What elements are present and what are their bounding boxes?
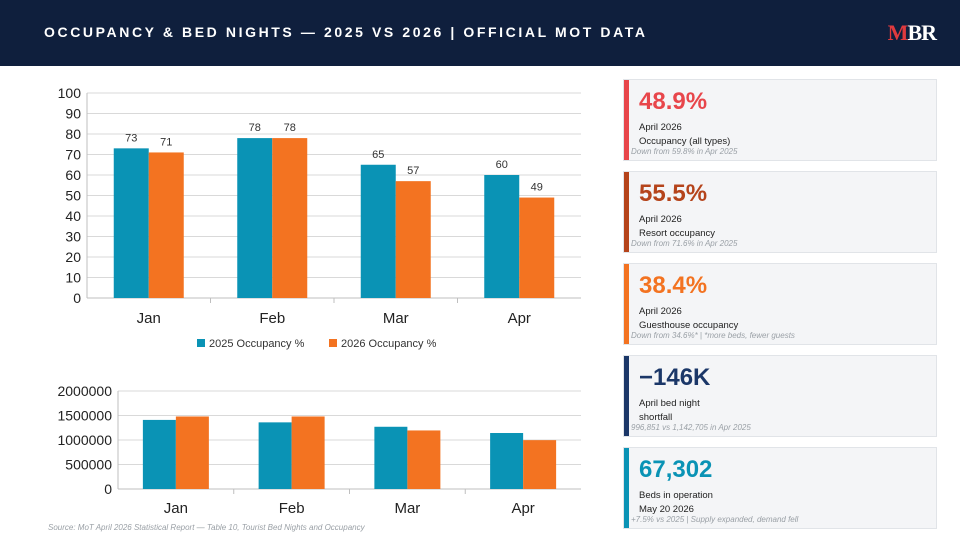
brand-logo: MBR [887,20,937,45]
y-tick-label: 50 [65,188,81,204]
bar [484,175,520,298]
kpi-value: 55.5% [639,180,708,207]
bar [237,138,273,298]
bar [142,419,176,489]
y-tick-label: 0 [73,290,81,306]
x-tick-label: Feb [279,500,305,517]
x-tick-label: Apr [508,310,531,327]
x-tick-label: Mar [394,500,420,517]
bar [272,138,308,298]
bar [395,181,431,298]
y-tick-label: 40 [65,208,81,224]
x-tick-label: Jan [164,500,188,517]
bar [519,197,555,298]
bar [374,426,408,489]
kpi-note: Down from 71.6% in Apr 2025 [631,239,738,248]
kpi-sublabel: Occupancy (all types) [639,136,731,147]
bar [407,430,441,489]
y-tick-label: 2000000 [57,383,112,399]
x-tick-label: Apr [511,500,534,517]
bar [523,440,557,489]
kpi-value: 48.9% [639,88,708,115]
x-tick-label: Mar [383,310,409,327]
kpi-note: 996,851 vs 1,142,705 in Apr 2025 [631,423,751,432]
legend-label: 2025 Occupancy % [209,338,305,350]
kpi-accent-bar [624,356,629,436]
bar [258,422,292,489]
y-tick-label: 1500000 [57,408,112,424]
kpi-sublabel: Resort occupancy [639,228,716,239]
y-tick-label: 0 [104,481,112,497]
y-tick-label: 1000000 [57,432,112,448]
data-label: 73 [125,132,137,144]
kpi-note: Down from 59.8% in Apr 2025 [631,147,738,156]
bar [490,433,524,489]
kpi-card: −146K April bed night shortfall 996,851 vs … [623,355,937,437]
bar [291,416,325,489]
kpi-card: 55.5% April 2026 Resort occupancy Down from… [623,171,937,253]
kpi-accent-bar [624,264,629,344]
x-tick-label: Jan [137,310,161,327]
kpi-label: April 2026 [639,214,682,225]
y-tick-label: 100 [58,85,82,101]
kpi-value: 67,302 [639,456,713,483]
y-tick-label: 70 [65,147,81,163]
y-tick-label: 80 [65,126,81,142]
source-note: Source: MoT April 2026 Statistical Repor… [48,523,365,532]
data-label: 57 [407,165,419,177]
data-label: 71 [160,136,172,148]
legend-swatch [197,339,205,347]
bar [148,152,184,298]
kpi-label: April 2026 [639,122,682,133]
bar [113,148,149,298]
kpi-label: April 2026 [639,306,682,317]
kpi-sublabel: Guesthouse occupancy [639,320,739,331]
kpi-label: April bed night [639,398,700,409]
data-label: 49 [531,182,543,194]
legend-label: 2026 Occupancy % [341,338,437,350]
x-tick-label: Feb [259,310,285,327]
kpi-card: 67,302 Beds in operation May 20 2026 +7.5% … [623,447,937,529]
kpi-card: 38.4% April 2026 Guesthouse occupancy Down … [623,263,937,345]
kpi-card: 48.9% April 2026 Occupancy (all types) Down… [623,79,937,161]
y-tick-label: 30 [65,229,81,245]
bar [360,164,396,298]
kpi-accent-bar [624,448,629,528]
y-tick-label: 500000 [65,457,112,473]
data-label: 78 [249,122,261,134]
bar [175,416,209,489]
y-tick-label: 90 [65,106,81,122]
data-label: 65 [372,149,384,161]
kpi-accent-bar [624,80,629,160]
kpi-label: Beds in operation [639,490,713,501]
legend-swatch [329,339,337,347]
kpi-note: Down from 34.6%* | *more beds, fewer gue… [631,331,795,340]
kpi-sublabel: May 20 2026 [639,504,694,515]
kpi-value: 38.4% [639,272,708,299]
kpi-note: +7.5% vs 2025 | Supply expanded, demand … [631,515,799,524]
bed-nights-chart: 0 500000 1000000 1500000 2000000 Jan Feb Mar Apr [57,383,581,517]
kpi-accent-bar [624,172,629,252]
occupancy-chart: 0 10 20 30 40 50 60 70 80 90 100 73 71 Jan 78 78 Feb 65 57… [58,85,581,350]
y-tick-label: 10 [65,270,81,286]
kpi-value: −146K [639,364,711,391]
kpi-sublabel: shortfall [639,412,673,423]
data-label: 60 [496,159,508,171]
y-tick-label: 60 [65,167,81,183]
header-bar: OCCUPANCY & BED NIGHTS — 2025 VS 2026 | … [0,0,960,66]
y-tick-label: 20 [65,249,81,265]
data-label: 78 [284,122,296,134]
page-title: OCCUPANCY & BED NIGHTS — 2025 VS 2026 | … [44,24,648,40]
